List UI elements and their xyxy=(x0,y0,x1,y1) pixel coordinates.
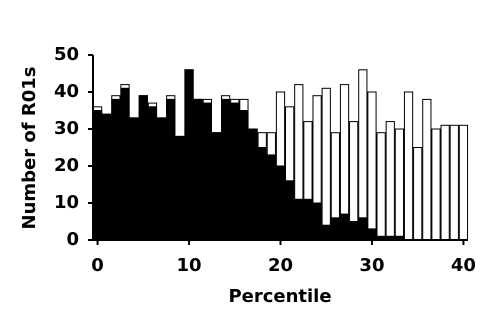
bar xyxy=(321,224,331,241)
bar xyxy=(120,87,130,241)
bar xyxy=(431,128,441,241)
x-axis-label: Percentile xyxy=(228,286,331,307)
bar xyxy=(257,147,267,241)
y-axis-label: Number of R01s xyxy=(19,67,40,230)
bar xyxy=(303,198,313,241)
bar xyxy=(358,217,368,241)
x-tick-label: 40 xyxy=(451,255,476,276)
bar xyxy=(394,128,405,241)
bar xyxy=(449,124,459,241)
bar xyxy=(211,132,222,241)
bar xyxy=(413,147,423,241)
x-tick-label: 0 xyxy=(91,255,104,276)
y-tick-label: 40 xyxy=(54,81,79,102)
y-tick-label: 20 xyxy=(54,155,79,176)
bar xyxy=(138,95,148,241)
bar xyxy=(156,117,167,241)
bar xyxy=(367,91,377,241)
bar xyxy=(147,106,158,241)
bar xyxy=(92,110,103,241)
bar xyxy=(330,217,340,241)
x-tick-label: 10 xyxy=(177,255,202,276)
bar xyxy=(248,128,258,241)
bar xyxy=(376,132,386,241)
bar xyxy=(422,98,432,241)
bar xyxy=(275,165,286,241)
bar xyxy=(166,98,176,241)
bar xyxy=(367,228,377,241)
bar xyxy=(294,198,304,241)
bar xyxy=(403,91,414,241)
y-tick-label: 50 xyxy=(54,44,79,65)
bar xyxy=(221,98,231,241)
bar xyxy=(184,69,194,241)
bar xyxy=(239,110,249,241)
y-tick-label: 0 xyxy=(66,229,79,250)
bar xyxy=(458,124,469,241)
y-tick-label: 30 xyxy=(54,118,79,139)
bar xyxy=(230,102,240,241)
x-tick-label: 20 xyxy=(268,255,293,276)
bar xyxy=(285,180,295,241)
bar xyxy=(266,154,276,241)
y-tick-label: 10 xyxy=(54,192,79,213)
bar xyxy=(129,117,139,241)
bar xyxy=(358,69,368,241)
bar xyxy=(385,121,395,241)
bar xyxy=(111,98,121,241)
bar xyxy=(321,87,331,241)
bar xyxy=(102,113,112,241)
bar xyxy=(339,213,350,241)
bar xyxy=(193,98,203,241)
bar xyxy=(440,124,450,241)
bar xyxy=(202,102,212,241)
bar xyxy=(175,135,185,241)
x-tick-label: 30 xyxy=(359,255,384,276)
bar xyxy=(312,202,322,241)
bar xyxy=(349,221,359,241)
